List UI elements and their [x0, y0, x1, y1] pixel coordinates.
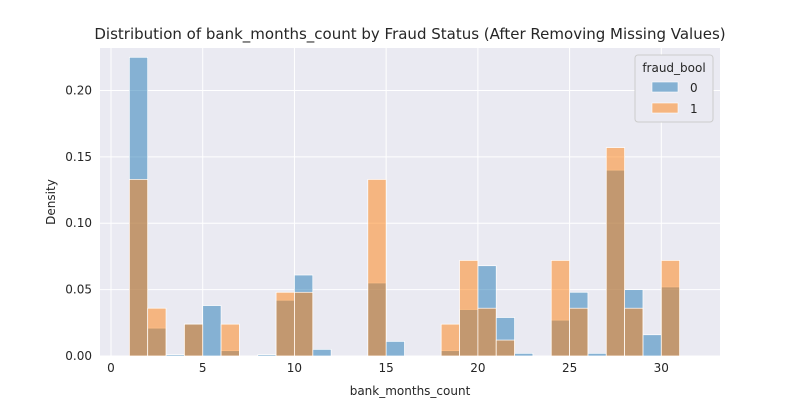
bar-series-1 [128, 179, 149, 357]
bar-series-0 [165, 354, 185, 357]
bar-series-1 [147, 307, 167, 357]
x-tick-label: 25 [562, 361, 577, 375]
legend-label-1: 1 [690, 102, 698, 116]
bar-series-0 [385, 341, 405, 357]
bar-series-0 [642, 334, 662, 357]
y-tick-label: 0.15 [65, 150, 92, 164]
bar-series-1 [220, 323, 240, 357]
bar-series-1 [275, 291, 295, 357]
x-tick-label: 10 [287, 361, 302, 375]
bar-series-0 [587, 352, 607, 357]
x-tick-label: 30 [654, 361, 669, 375]
y-tick-label: 0.20 [65, 83, 92, 97]
bar-series-0 [257, 354, 277, 357]
bar-series-1 [660, 260, 680, 357]
x-tick-label: 0 [107, 361, 115, 375]
bar-series-1 [550, 260, 570, 357]
bar-series-1 [495, 339, 515, 357]
bar-series-1 [477, 307, 497, 357]
bar-series-1 [624, 307, 644, 357]
x-tick-label: 15 [379, 361, 394, 375]
x-axis-title: bank_months_count [350, 384, 471, 398]
bar-series-1 [459, 260, 479, 357]
x-tick-label: 5 [199, 361, 207, 375]
legend-title: fraud_bool [642, 61, 705, 75]
x-tick-label: 20 [470, 361, 485, 375]
bar-series-0 [312, 349, 332, 357]
y-axis-ticks: 0.00 0.05 0.10 0.15 0.20 [65, 83, 92, 363]
y-axis-title: Density [44, 179, 58, 225]
bars [128, 56, 680, 357]
legend-label-0: 0 [690, 81, 698, 95]
bar-series-1 [184, 323, 204, 357]
bar-series-1 [569, 307, 589, 357]
bar-series-1 [294, 291, 314, 357]
y-tick-label: 0.05 [65, 283, 92, 297]
bar-series-0 [514, 352, 534, 357]
legend: fraud_bool 0 1 [634, 54, 714, 123]
legend-swatch-0 [651, 81, 679, 93]
x-axis-ticks: 0 5 10 15 20 25 30 [107, 361, 669, 375]
y-tick-label: 0.10 [65, 216, 92, 230]
bar-series-1 [367, 179, 387, 357]
y-tick-label: 0.00 [65, 349, 92, 363]
bar-series-0 [202, 305, 222, 357]
bar-series-1 [440, 323, 460, 357]
legend-swatch-1 [651, 102, 679, 114]
chart-title: Distribution of bank_months_count by Fra… [94, 25, 725, 44]
bar-series-1 [605, 147, 625, 357]
